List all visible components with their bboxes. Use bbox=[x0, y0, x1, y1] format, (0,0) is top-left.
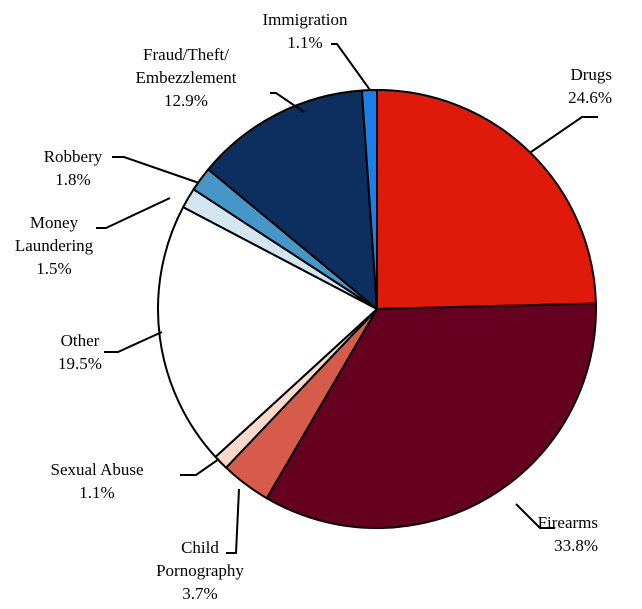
slice-category-label: Embezzlement bbox=[135, 68, 236, 87]
slice-category-label: Firearms bbox=[538, 513, 598, 532]
slice-label-money-laundering: Money Laundering 1.5% bbox=[15, 213, 94, 278]
slice-label-fraud-theft-embezzlement: Fraud/Theft/Embezzlement 12.9% bbox=[135, 45, 236, 110]
slice-other bbox=[157, 206, 378, 458]
slice-value-label: 1.1% bbox=[79, 483, 114, 502]
slice-value-label: 19.5% bbox=[58, 354, 102, 373]
slice-category-label: Immigration bbox=[263, 10, 348, 29]
slice-category-label: Laundering bbox=[15, 236, 94, 255]
slice-category-label: Money bbox=[30, 213, 79, 232]
slice-label-firearms: Firearms 33.8% bbox=[538, 513, 598, 555]
leader-lines bbox=[96, 43, 598, 554]
slice-category-label: Child bbox=[181, 538, 219, 557]
slice-drugs bbox=[376, 89, 597, 310]
slice-category-label: Drugs bbox=[570, 65, 612, 84]
slice-label-immigration: Immigration 1.1% bbox=[263, 10, 348, 52]
slice-value-label: 1.5% bbox=[36, 259, 71, 278]
leader-line-sexual-abuse bbox=[180, 458, 220, 476]
slice-labels: Drugs 24.6% Firearms 33.8% Child Pornography 3… bbox=[15, 10, 612, 603]
slice-category-label: Pornography bbox=[156, 561, 244, 580]
slice-fraud-theft-embezzlement bbox=[207, 89, 378, 310]
slice-category-label: Fraud/Theft/ bbox=[143, 45, 229, 64]
leader-line-fraud-theft-embezzlement bbox=[270, 92, 305, 113]
slice-category-label: Sexual Abuse bbox=[50, 460, 143, 479]
leader-line-robbery bbox=[112, 156, 200, 184]
slice-value-label: 12.9% bbox=[164, 91, 208, 110]
slice-value-label: 3.7% bbox=[182, 584, 217, 603]
slice-label-other: Other 19.5% bbox=[58, 331, 102, 373]
slice-value-label: 33.8% bbox=[554, 536, 598, 555]
leader-line-firearms bbox=[515, 503, 555, 529]
leader-line-child-pornography bbox=[226, 488, 240, 554]
leader-line-immigration bbox=[331, 43, 371, 91]
slice-label-robbery: Robbery 1.8% bbox=[44, 147, 103, 189]
leader-line-drugs bbox=[530, 116, 598, 153]
slice-category-label: Other bbox=[61, 331, 100, 350]
leader-line-money-laundering bbox=[96, 197, 171, 229]
slice-label-drugs: Drugs 24.6% bbox=[568, 65, 612, 107]
slice-value-label: 24.6% bbox=[568, 88, 612, 107]
pie-slices bbox=[157, 88, 597, 529]
slice-firearms bbox=[265, 302, 597, 529]
slice-category-label: Robbery bbox=[44, 147, 103, 166]
leader-line-other bbox=[104, 331, 163, 353]
slice-value-label: 1.1% bbox=[287, 33, 322, 52]
slice-label-sexual-abuse: Sexual Abuse 1.1% bbox=[50, 460, 143, 502]
slice-value-label: 1.8% bbox=[55, 170, 90, 189]
slice-label-child-pornography: Child Pornography 3.7% bbox=[156, 538, 244, 603]
